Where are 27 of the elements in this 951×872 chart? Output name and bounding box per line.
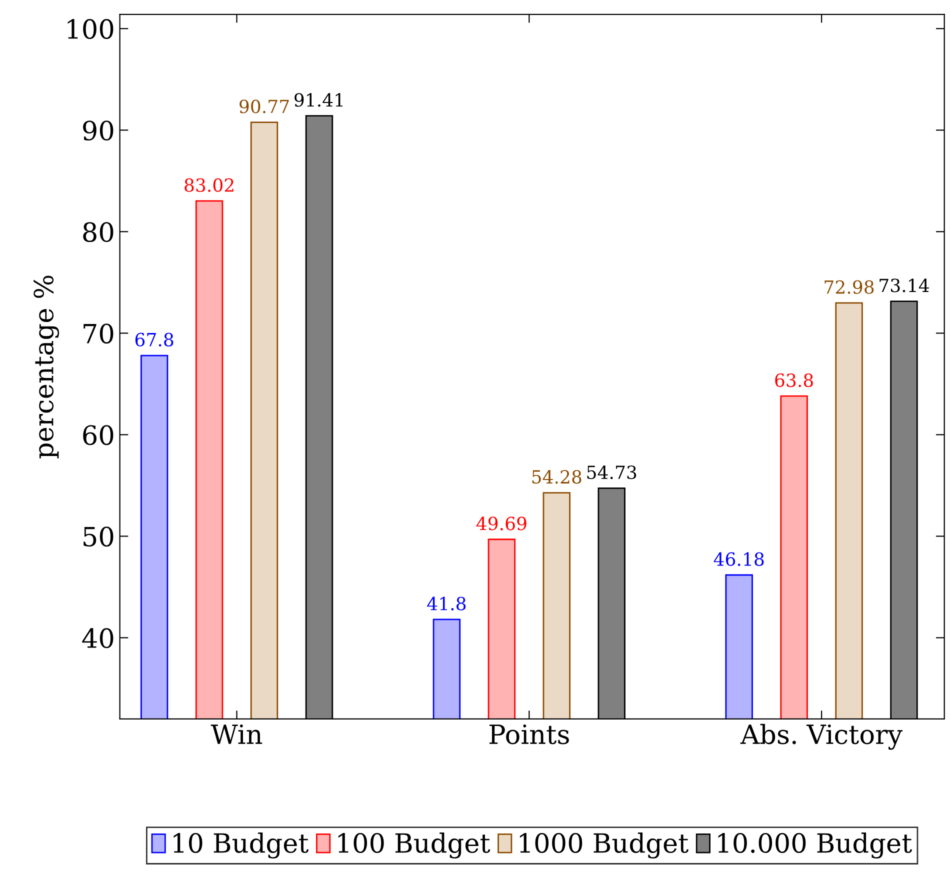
y-axis-title: percentage % bbox=[34, 276, 60, 458]
data-label: 73.14 bbox=[880, 278, 929, 292]
y-tick-label: 40 bbox=[82, 628, 114, 648]
x-tick-label: Win bbox=[210, 724, 262, 744]
data-label: 67.8 bbox=[135, 332, 174, 346]
data-label: 72.98 bbox=[824, 280, 874, 294]
y-tick-label: 100 bbox=[68, 19, 114, 39]
data-label: 54.73 bbox=[587, 465, 636, 480]
data-label: 90.77 bbox=[240, 100, 289, 114]
data-label: 49.69 bbox=[476, 516, 526, 530]
data-label: 91.41 bbox=[294, 93, 343, 107]
y-tick-label: 60 bbox=[83, 425, 114, 446]
y-tick-label: 50 bbox=[84, 526, 114, 547]
data-label: 63.8 bbox=[775, 373, 813, 388]
legend-label: 10.000 Budget bbox=[718, 832, 912, 858]
data-label: 46.18 bbox=[714, 552, 764, 566]
x-tick-label: Abs. Victory bbox=[740, 724, 903, 750]
data-label: 41.8 bbox=[427, 596, 466, 610]
legend-label: 10 Budget bbox=[174, 832, 309, 858]
x-tick-label: Points bbox=[490, 724, 569, 744]
data-label: 83.02 bbox=[184, 178, 234, 192]
y-tick-label: 90 bbox=[83, 120, 114, 141]
data-label: 54.28 bbox=[532, 470, 582, 484]
y-tick-label: 80 bbox=[83, 222, 114, 242]
legend-label: 1000 Budget bbox=[520, 832, 688, 858]
legend-label: 100 Budget bbox=[338, 832, 490, 858]
y-tick-label: 70 bbox=[84, 324, 114, 344]
